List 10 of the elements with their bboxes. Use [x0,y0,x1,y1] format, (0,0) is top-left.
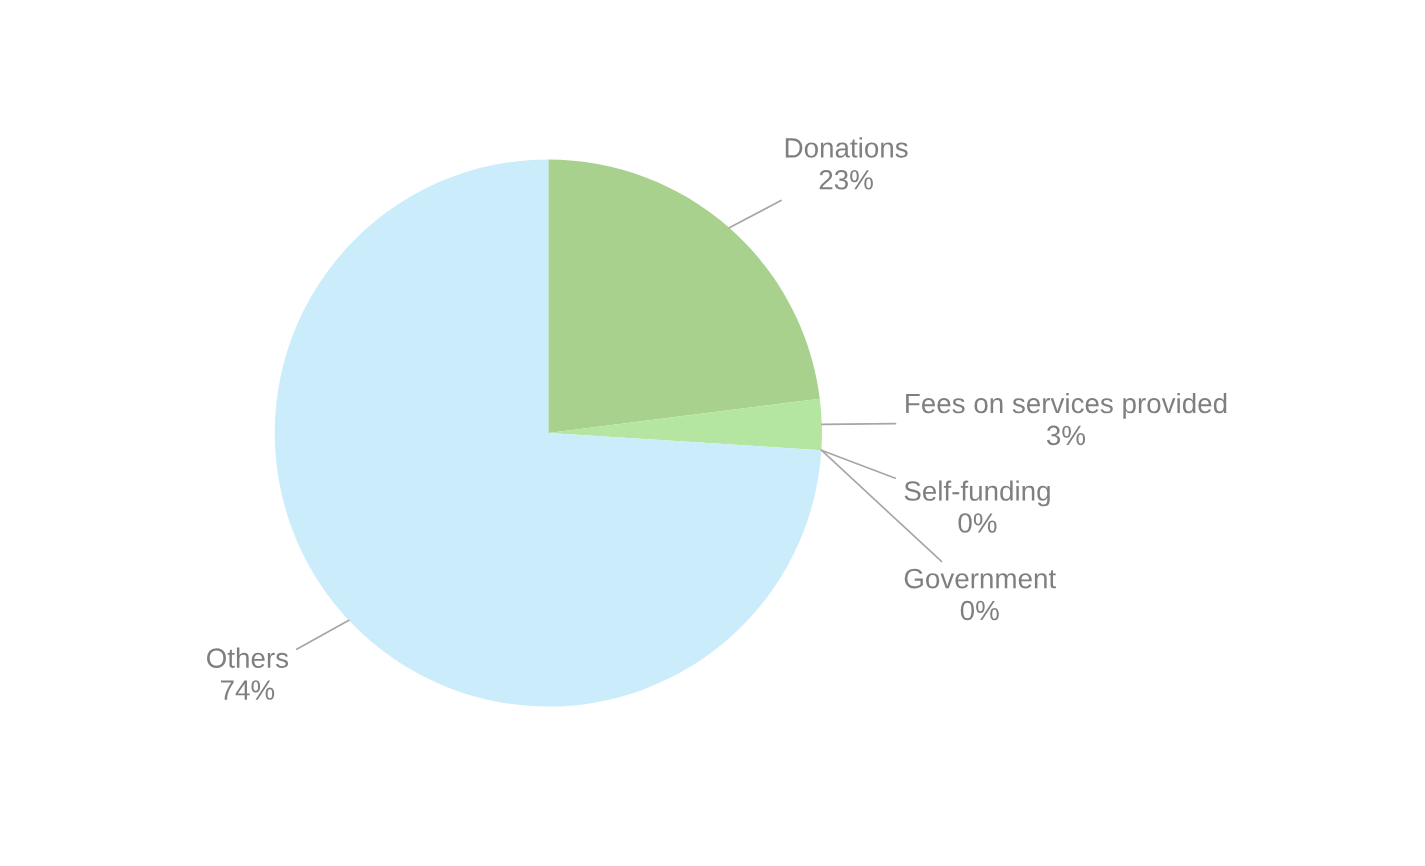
data-label: 74% [221,680,275,700]
category-label: Government [904,568,1056,589]
slice-label: Fees on services provided [906,392,1227,419]
slice-label: Donations [785,137,908,158]
category-label: Self-funding [904,480,1050,507]
text: 0% [958,513,997,533]
data-label: 23% [819,169,873,190]
text: 0% [960,600,999,621]
data-label: 3% [1046,425,1086,446]
slice-label: Others [207,647,289,668]
